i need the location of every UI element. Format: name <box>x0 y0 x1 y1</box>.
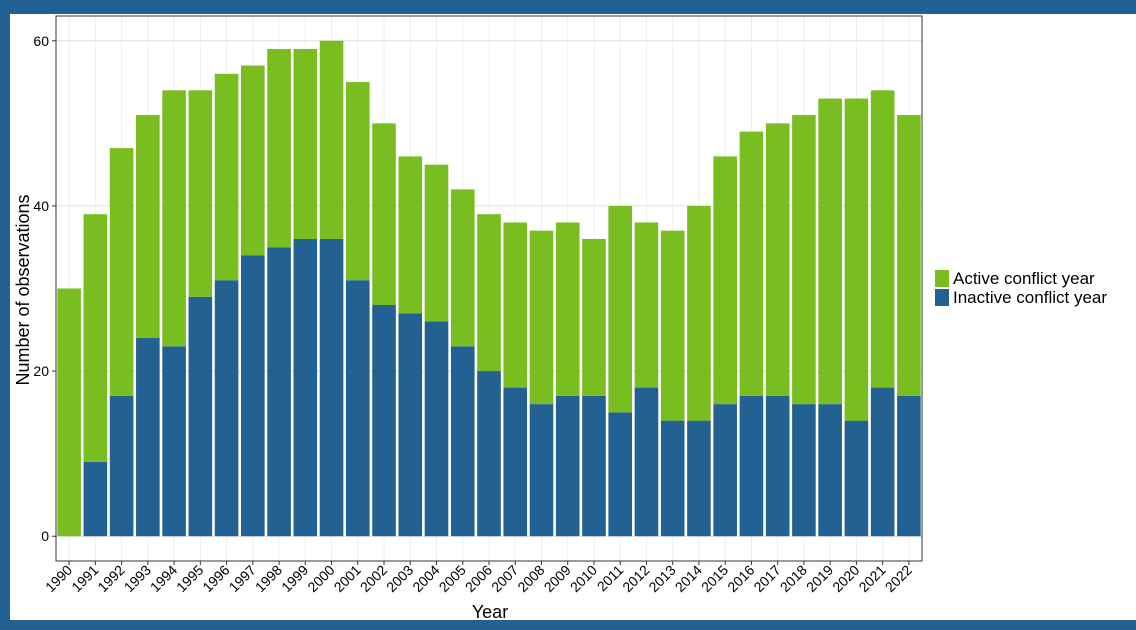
bar-segment <box>897 115 921 396</box>
bar-segment <box>870 90 895 388</box>
bar-segment <box>739 395 764 537</box>
bar-segment <box>214 280 239 537</box>
bar-segment <box>555 222 580 396</box>
bar-segment <box>372 305 396 537</box>
bar-segment <box>792 404 816 537</box>
bar-segment <box>345 82 370 281</box>
bar-segment <box>739 131 764 396</box>
bar-segment <box>109 395 134 537</box>
bar-segment <box>503 387 528 537</box>
bar-segment <box>687 420 711 537</box>
bar-segment <box>267 49 291 248</box>
bar-segment <box>844 98 869 421</box>
bar-segment <box>818 98 842 405</box>
bar-segment <box>529 230 554 405</box>
bar-segment <box>765 395 790 537</box>
bar-segment <box>582 238 606 396</box>
bar-segment <box>83 461 108 537</box>
bar-segment <box>424 321 449 537</box>
bar-segment <box>214 73 239 281</box>
bar-segment <box>555 395 580 537</box>
y-tick-label: 0 <box>41 528 49 544</box>
bar-segment <box>319 238 344 537</box>
bar-segment <box>372 123 396 306</box>
bar-segment <box>293 238 318 537</box>
bar-segment <box>345 280 370 537</box>
bar-segment <box>267 247 291 537</box>
x-axis-title: Year <box>472 602 508 622</box>
bar-segment <box>634 387 659 537</box>
y-tick-label: 40 <box>33 198 49 214</box>
bar-segment <box>660 230 685 421</box>
bar-segment <box>398 156 423 314</box>
legend-swatch <box>935 289 949 306</box>
bar-segment <box>713 156 737 405</box>
y-axis-title: Number of observations <box>13 194 33 385</box>
bar-segment <box>450 346 475 537</box>
bar-segment <box>818 404 842 537</box>
bar-segment <box>109 148 134 396</box>
bar-segment <box>713 404 737 537</box>
legend-swatch <box>935 270 949 287</box>
bar-segment <box>319 40 344 239</box>
bar-segment <box>162 90 186 347</box>
bar-segment <box>687 205 711 421</box>
bar-segment <box>57 288 81 537</box>
bar-segment <box>162 346 186 537</box>
bar-segment <box>477 214 501 372</box>
bar-segment <box>608 205 633 413</box>
bar-segment <box>241 255 265 537</box>
bar-segment <box>83 214 108 462</box>
bar-segment <box>450 189 475 347</box>
bar-segment <box>398 313 423 537</box>
bar-segment <box>293 49 318 239</box>
y-tick-label: 60 <box>33 33 49 49</box>
bar-segment <box>529 404 554 537</box>
bar-segment <box>424 164 449 322</box>
bar-segment <box>792 115 816 405</box>
y-tick-label: 20 <box>33 363 49 379</box>
bar-segment <box>477 371 501 537</box>
bar-segment <box>188 90 213 297</box>
bar-segment <box>897 395 921 537</box>
bar-segment <box>136 115 160 339</box>
plot-border <box>55 15 923 562</box>
bar-segment <box>241 65 265 256</box>
bar-segment <box>870 387 895 537</box>
bar-segment <box>503 222 528 388</box>
bar-segment <box>188 296 213 537</box>
bar-segment <box>634 222 659 388</box>
bar-segment <box>608 412 633 537</box>
bar-segment <box>844 420 869 537</box>
bar-segment <box>660 420 685 537</box>
legend-label: Active conflict year <box>953 269 1095 288</box>
bar-segment <box>582 395 606 537</box>
bar-segment <box>765 123 790 396</box>
bar-segment <box>136 338 160 537</box>
legend-label: Inactive conflict year <box>953 288 1107 307</box>
